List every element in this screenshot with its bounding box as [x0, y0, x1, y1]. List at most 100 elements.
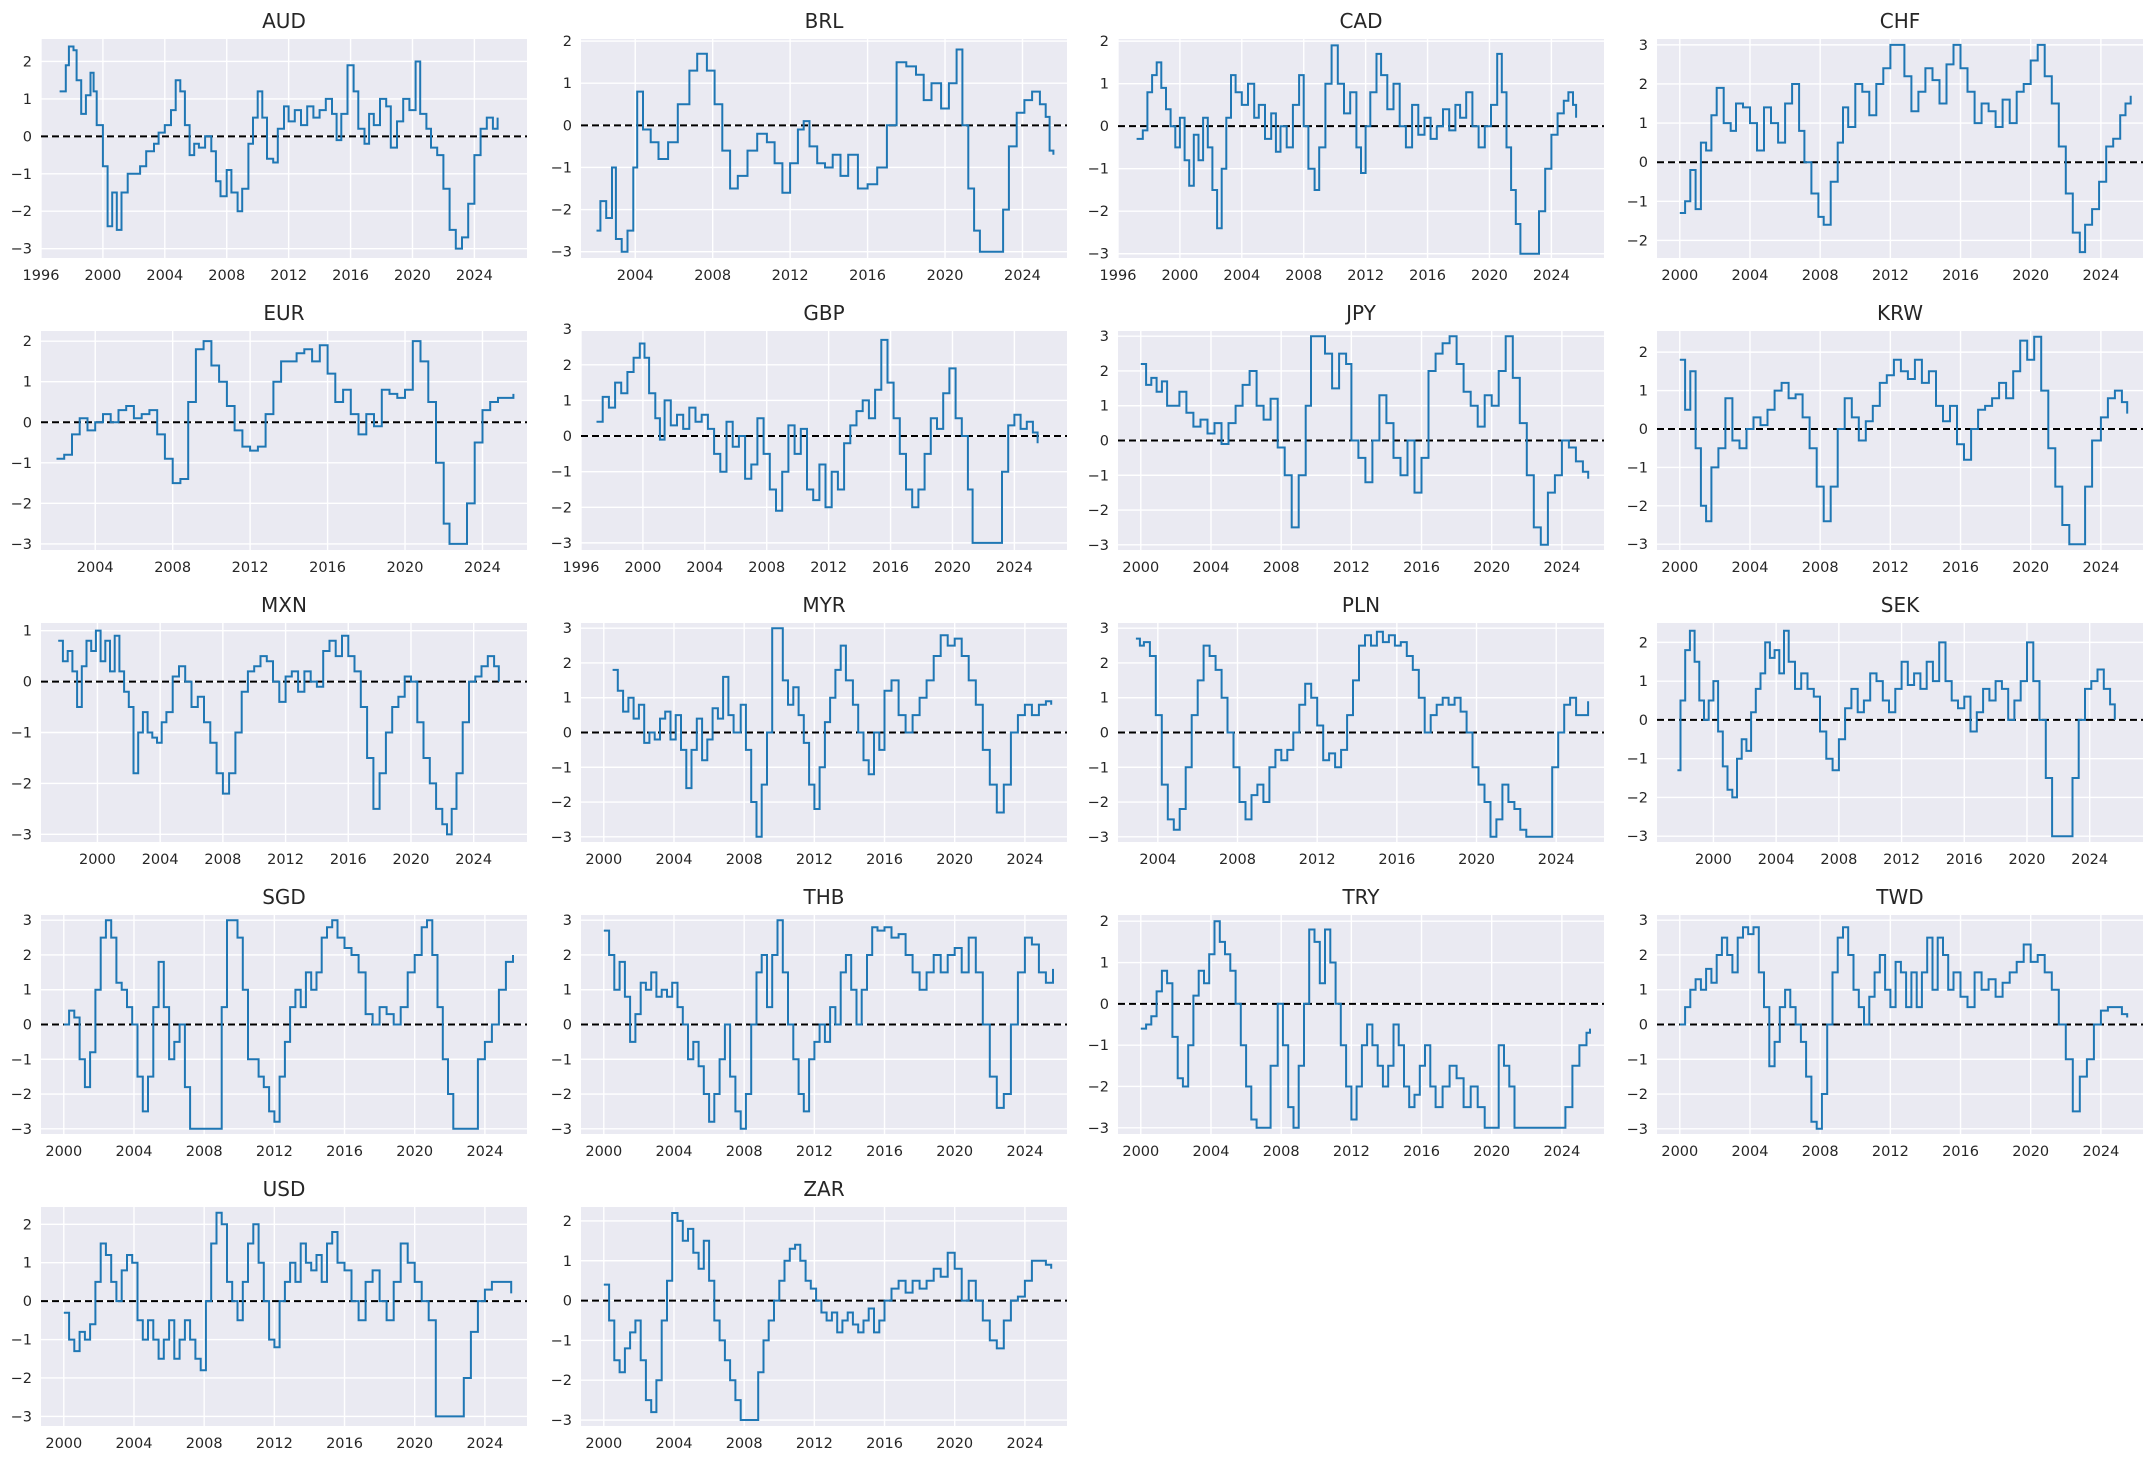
- x-tick-label: 2012: [1347, 268, 1384, 284]
- chart-panel-usd: USD 2000 2004 2008 2012 2016 2020 2024 −3 −2 −1 0 1 2: [11, 1177, 527, 1452]
- series-line: [1135, 630, 1590, 838]
- x-tick-label: 1996: [1100, 268, 1137, 284]
- x-tick-label: 2020: [2012, 560, 2049, 576]
- x-tick-label: 2012: [1872, 1144, 1909, 1160]
- y-tick-label: −1: [11, 726, 32, 742]
- y-tick-label: 1: [563, 691, 572, 707]
- y-tick-label: 3: [1639, 913, 1648, 929]
- series-line: [1679, 926, 2129, 1130]
- y-tick-label: −3: [1627, 829, 1648, 845]
- y-tick-label: 2: [563, 34, 572, 50]
- x-tick-label: 2008: [204, 852, 241, 868]
- y-tick-label: 0: [1100, 997, 1109, 1013]
- plot-area: [41, 331, 527, 550]
- y-tick-label: −2: [551, 1087, 572, 1103]
- chart-title: JPY: [1344, 301, 1377, 325]
- y-tick-label: −1: [551, 760, 572, 776]
- series-line: [603, 919, 1054, 1130]
- y-tick-label: −1: [11, 1052, 32, 1068]
- chart-title: MXN: [261, 593, 307, 617]
- series-line: [1136, 44, 1578, 255]
- x-tick-label: 2000: [1122, 560, 1159, 576]
- y-tick-label: −1: [11, 456, 32, 472]
- y-tick-label: 0: [1100, 119, 1109, 135]
- y-tick-label: 1: [563, 393, 572, 409]
- y-tick-label: 0: [23, 415, 32, 431]
- x-tick-label: 2008: [154, 560, 191, 576]
- chart-panel-jpy: JPY 2000 2004 2008 2012 2016 2020 2024 −3 −2 −1 0 1 2…: [1088, 301, 1604, 576]
- y-tick-label: 1: [23, 624, 32, 640]
- y-tick-label: −1: [1088, 162, 1109, 178]
- x-tick-label: 2016: [1942, 1144, 1979, 1160]
- y-tick-label: −2: [1627, 790, 1648, 806]
- x-tick-label: 2008: [1802, 268, 1839, 284]
- x-tick-label: 2016: [872, 560, 909, 576]
- x-tick-label: 2004: [656, 1436, 693, 1452]
- x-tick-label: 2000: [79, 852, 116, 868]
- chart-title: TWD: [1875, 885, 1923, 909]
- y-tick-label: −1: [551, 160, 572, 176]
- x-tick-label: 2016: [866, 1144, 903, 1160]
- y-tick-label: 1: [1639, 384, 1648, 400]
- x-tick-label: 2012: [232, 560, 269, 576]
- chart-panel-myr: MYR 2000 2004 2008 2012 2016 2020 2024 −3 −2 −1 0 1 2…: [551, 593, 1067, 868]
- x-tick-label: 2020: [2012, 1144, 2049, 1160]
- y-tick-label: 1: [23, 375, 32, 391]
- y-tick-label: −1: [11, 167, 32, 183]
- y-tick-label: −3: [11, 1122, 32, 1138]
- x-tick-label: 2020: [936, 1436, 973, 1452]
- x-tick-label: 2020: [936, 852, 973, 868]
- x-tick-label: 2020: [936, 1144, 973, 1160]
- y-tick-label: −3: [551, 536, 572, 552]
- chart-title: SGD: [262, 885, 306, 909]
- x-tick-label: 2004: [617, 268, 654, 284]
- y-tick-label: 3: [1639, 38, 1648, 54]
- y-tick-label: 3: [23, 913, 32, 929]
- x-tick-label: 2016: [1378, 852, 1415, 868]
- x-tick-label: 2024: [1004, 268, 1041, 284]
- y-tick-label: 0: [563, 726, 572, 742]
- y-tick-label: 2: [1100, 34, 1109, 50]
- x-tick-label: 2004: [1223, 268, 1260, 284]
- plot-area: [1118, 915, 1604, 1134]
- x-tick-label: 2004: [1732, 560, 1769, 576]
- chart-panel-thb: THB 2000 2004 2008 2012 2016 2020 2024 −3 −2 −1 0 1 2…: [551, 885, 1067, 1160]
- x-tick-label: 2004: [142, 852, 179, 868]
- y-tick-label: 0: [1639, 713, 1648, 729]
- x-tick-label: 2004: [1732, 268, 1769, 284]
- y-tick-label: −2: [1088, 1079, 1109, 1095]
- y-tick-label: 2: [563, 948, 572, 964]
- chart-title: TRY: [1341, 885, 1380, 909]
- x-tick-label: 2024: [2082, 560, 2119, 576]
- x-tick-label: 2024: [996, 560, 1033, 576]
- x-tick-label: 2008: [1263, 1144, 1300, 1160]
- y-tick-label: −1: [1088, 760, 1109, 776]
- y-tick-label: 2: [563, 358, 572, 374]
- x-tick-label: 2012: [256, 1144, 293, 1160]
- y-tick-label: 3: [563, 913, 572, 929]
- x-tick-label: 2004: [77, 560, 114, 576]
- y-tick-label: −3: [1088, 247, 1109, 263]
- x-tick-label: 2024: [1006, 852, 1043, 868]
- series-line: [63, 1211, 513, 1418]
- y-tick-label: 1: [563, 983, 572, 999]
- x-tick-label: 2000: [1661, 560, 1698, 576]
- x-tick-label: 2024: [2082, 1144, 2119, 1160]
- x-tick-label: 2008: [726, 1436, 763, 1452]
- series-line: [1140, 335, 1590, 546]
- x-tick-label: 2016: [866, 1436, 903, 1452]
- y-tick-label: −1: [1627, 460, 1648, 476]
- chart-panel-pln: PLN 2004 2008 2012 2016 2020 2024 −3 −2 −1 0 1 2 3: [1088, 593, 1604, 868]
- y-tick-label: −2: [1627, 499, 1648, 515]
- y-tick-label: −3: [551, 1413, 572, 1429]
- y-tick-label: −2: [11, 204, 32, 220]
- x-tick-label: 2020: [2012, 268, 2049, 284]
- y-tick-label: −3: [1088, 538, 1109, 554]
- y-tick-label: 1: [563, 76, 572, 92]
- y-tick-label: −2: [11, 1371, 32, 1387]
- y-tick-label: 1: [1100, 77, 1109, 93]
- y-tick-label: −2: [551, 795, 572, 811]
- chart-panel-sek: SEK 2000 2004 2008 2012 2016 2020 2024 −3 −2 −1 0 1 2: [1627, 593, 2143, 868]
- x-tick-label: 2000: [1161, 268, 1198, 284]
- y-tick-label: 3: [1100, 621, 1109, 637]
